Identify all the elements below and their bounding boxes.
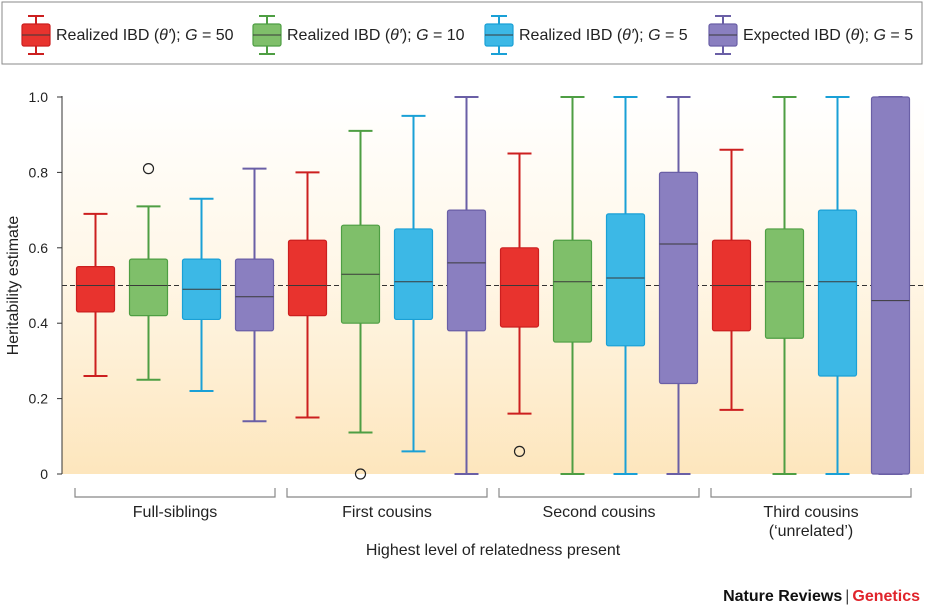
- iqr-box: [870, 96, 911, 475]
- outlier-point: [142, 163, 155, 175]
- box-1-2: [128, 163, 169, 381]
- box-series: [75, 96, 911, 480]
- group-bracket: [498, 488, 700, 498]
- y-tick-label: 0.8: [29, 164, 49, 180]
- box-2-2: [340, 129, 381, 480]
- box-1-3: [181, 197, 222, 393]
- box-4-3: [817, 96, 858, 475]
- legend-label: Realized IBD (θ′); G = 5: [519, 27, 688, 44]
- y-tick-label: 0.2: [29, 391, 49, 407]
- legend-item-4: Expected IBD (θ); G = 5: [708, 15, 913, 55]
- box-2-4: [446, 96, 487, 475]
- x-axis-title: Highest level of relatedness present: [366, 542, 621, 559]
- legend: Realized IBD (θ′); G = 50 Realized IBD (θ…: [21, 15, 913, 55]
- legend-label: Realized IBD (θ′); G = 10: [287, 27, 465, 44]
- box-3-4: [658, 96, 699, 475]
- iqr-box: [764, 228, 805, 339]
- legend-item-1: Realized IBD (θ′); G = 50: [21, 15, 234, 55]
- box-1-1: [75, 212, 116, 377]
- outlier-point: [513, 445, 526, 457]
- y-tick-label: 0.4: [29, 315, 49, 331]
- legend-item-3: Realized IBD (θ′); G = 5: [484, 15, 688, 55]
- box-3-2: [552, 96, 593, 475]
- legend-label: Expected IBD (θ); G = 5: [743, 27, 913, 44]
- group-label: Third cousins: [763, 504, 858, 521]
- box-2-1: [287, 171, 328, 419]
- iqr-box: [552, 239, 593, 343]
- group-label: First cousins: [342, 504, 432, 521]
- iqr-box: [234, 258, 275, 332]
- credit-separator: |: [845, 588, 850, 605]
- box-4-2: [764, 96, 805, 475]
- group-brackets: Full-siblings First cousins Second cousins…: [74, 488, 912, 540]
- y-axis-title: Heritability estimate: [5, 216, 22, 356]
- legend-label: Realized IBD (θ′); G = 50: [56, 27, 234, 44]
- group-label: (‘unrelated’): [769, 523, 853, 540]
- group-bracket: [286, 488, 488, 498]
- group-label: Second cousins: [543, 504, 656, 521]
- box-4-4: [870, 96, 911, 475]
- y-axis: 0 0.2 0.4 0.6 0.8 1.0: [29, 89, 63, 482]
- group-bracket: [710, 488, 912, 498]
- box-3-3: [605, 96, 646, 475]
- y-tick-label: 0.6: [29, 240, 49, 256]
- iqr-box: [128, 258, 169, 317]
- publisher-credit: Nature Reviews | Genetics: [723, 588, 920, 606]
- box-4-1: [711, 148, 752, 411]
- iqr-box: [75, 266, 116, 313]
- iqr-box: [817, 209, 858, 377]
- iqr-box: [446, 209, 487, 332]
- y-tick-label: 1.0: [29, 89, 49, 105]
- iqr-box: [658, 171, 699, 385]
- box-1-4: [234, 167, 275, 423]
- iqr-box: [287, 239, 328, 317]
- legend-item-2: Realized IBD (θ′); G = 10: [252, 15, 465, 55]
- journal-name: Nature Reviews: [723, 588, 843, 605]
- box-3-1: [499, 152, 540, 457]
- box-2-3: [393, 114, 434, 453]
- legend-box: [1, 1, 923, 65]
- iqr-box: [393, 228, 434, 321]
- journal-section: Genetics: [852, 588, 920, 605]
- outlier-point: [354, 468, 367, 480]
- group-label: Full-siblings: [133, 504, 217, 521]
- iqr-box: [499, 247, 540, 328]
- group-bracket: [74, 488, 276, 498]
- y-tick-label: 0: [40, 466, 48, 482]
- iqr-box: [605, 213, 646, 347]
